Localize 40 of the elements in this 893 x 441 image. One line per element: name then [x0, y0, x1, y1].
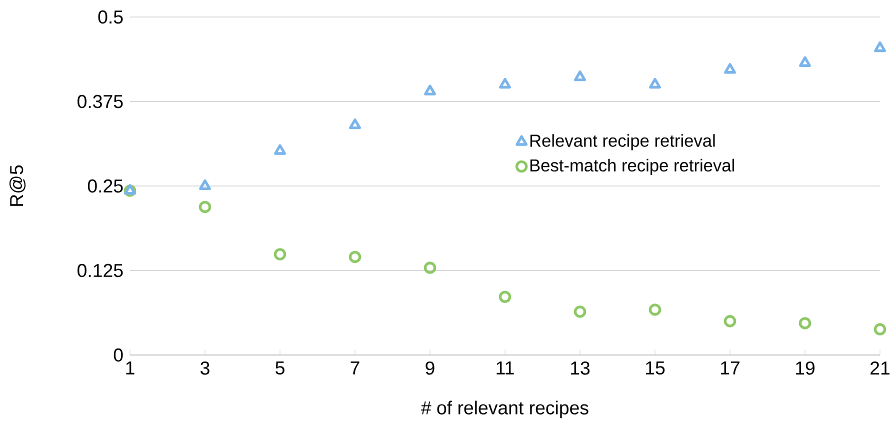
point	[724, 315, 736, 328]
point	[424, 262, 436, 274]
point	[498, 290, 512, 303]
x-tick-label: 11	[496, 361, 514, 374]
y-tick-label: 0.25	[88, 179, 123, 193]
point	[274, 144, 286, 155]
point	[574, 306, 586, 318]
point	[198, 200, 212, 214]
y-axis-title: R@5	[9, 165, 26, 206]
point	[348, 250, 362, 264]
y-tick-label: 0	[114, 348, 123, 362]
x-tick-label: 17	[721, 361, 740, 374]
x-tick-label: 21	[870, 361, 890, 375]
point	[274, 248, 286, 260]
y-tick-label: 0.5	[98, 10, 123, 24]
x-tick-label: 13	[571, 361, 590, 375]
point	[724, 63, 736, 74]
x-axis-title: # of relevant recipes	[421, 400, 588, 418]
point	[574, 70, 586, 82]
point	[798, 317, 812, 330]
y-tick-label: 0.375	[78, 94, 123, 108]
point	[648, 304, 662, 316]
x-tick-label: 5	[276, 361, 284, 375]
y-tick-label: 0.125	[78, 264, 123, 278]
point	[499, 78, 511, 89]
x-tick-label: 9	[426, 361, 434, 375]
x-tick-label: 3	[200, 361, 210, 375]
x-tick-label: 19	[796, 361, 814, 375]
point	[799, 56, 811, 67]
x-tick-label: 1	[126, 361, 134, 374]
point	[649, 78, 661, 89]
point	[349, 118, 361, 130]
legend-label: Best-match recipe retrieval	[530, 158, 734, 175]
legend-label: Relevant recipe retrieval	[530, 134, 715, 150]
point	[424, 84, 436, 96]
point	[874, 41, 886, 52]
point	[874, 323, 886, 336]
x-tick-label: 15	[646, 361, 665, 375]
point	[199, 179, 211, 190]
x-tick-label: 7	[350, 361, 360, 374]
